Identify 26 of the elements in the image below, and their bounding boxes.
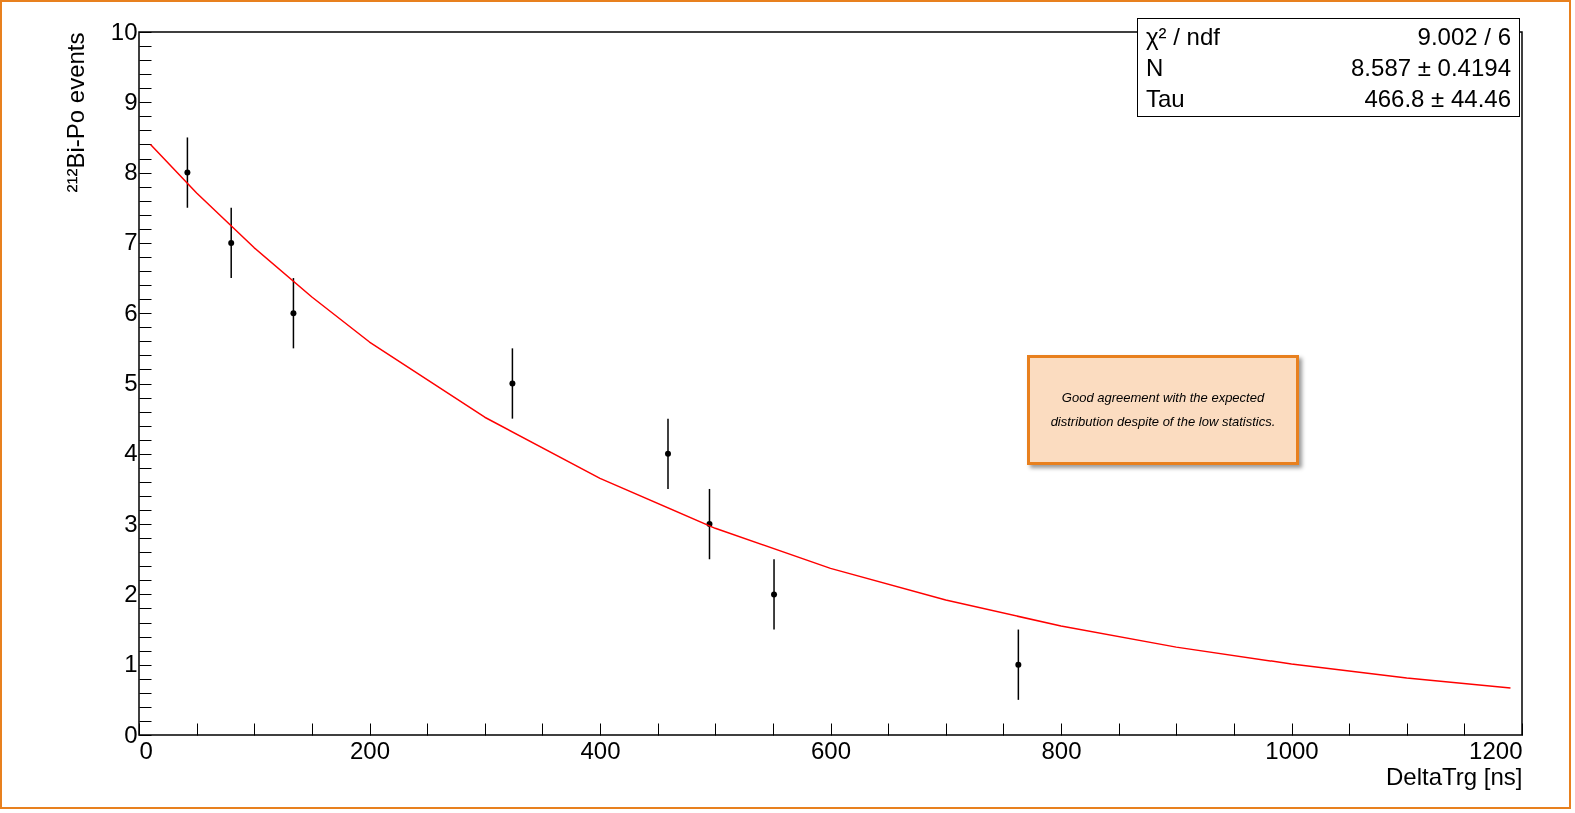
x-tick-label: 800 [1041, 736, 1082, 764]
y-tick-label: 8 [124, 158, 138, 186]
y-tick-label: 4 [124, 439, 138, 467]
y-tick-label: 1 [124, 650, 138, 678]
x-tick-label: 400 [580, 736, 621, 764]
y-tick-label: 5 [124, 369, 138, 396]
note-box: Good agreement with the expected distribution despite of the low statistics. [1027, 355, 1299, 465]
y-tick-label: 2 [124, 579, 138, 607]
x-tick-label: 1200 [1469, 736, 1523, 764]
annotation: 9.002 / 6 [1417, 22, 1511, 52]
x-tick-label: 200 [349, 736, 391, 764]
x-tick-label: 1000 [1265, 736, 1319, 764]
annotation: Tau [1146, 84, 1185, 114]
annotation: N [1146, 53, 1164, 83]
y-tick-label: 7 [124, 228, 138, 256]
annotation: 8.587 ± 0.4194 [1351, 53, 1511, 83]
y-tick-label: 3 [124, 509, 138, 537]
annotation: χ² / ndf [1146, 22, 1220, 52]
x-axis-title: DeltaTrg [ns] [1386, 762, 1523, 790]
y-tick-label: 9 [124, 87, 138, 115]
annotation: 466.8 ± 44.46 [1364, 84, 1511, 114]
line-series [149, 143, 1512, 689]
y-tick-label: 10 [110, 17, 138, 45]
y-tick-label: 6 [124, 298, 138, 326]
x-tick-label: 600 [810, 736, 852, 764]
y-axis-title: ²¹²Bi-Po events [61, 32, 89, 193]
